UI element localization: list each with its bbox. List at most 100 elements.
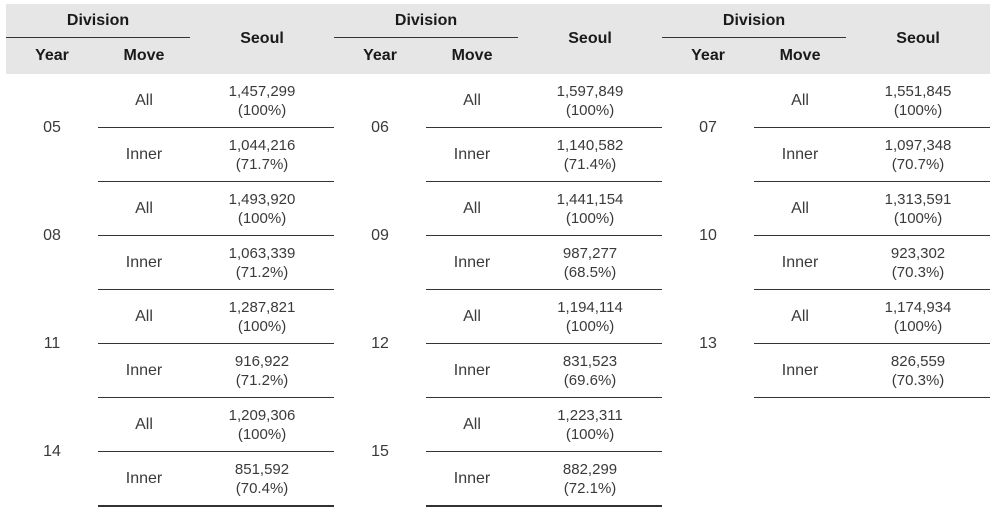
seoul-all-value: 1,597,849 [556,82,624,100]
seoul-inner-value: 1,044,216 [228,136,296,154]
seoul-all-cell: 1,457,299 (100%) [190,74,335,128]
seoul-inner-value: 987,277 [562,244,618,262]
seoul-all-cell: 1,551,845 (100%) [846,74,991,128]
migration-table-container: Division Seoul Division Seoul Division S… [6,4,991,507]
seoul-inner-percent: (72.1%) [563,479,617,497]
seoul-all-value: 1,174,934 [884,298,952,316]
seoul-header-3: Seoul [846,4,991,74]
seoul-all-value: 1,287,821 [228,298,296,316]
seoul-all-cell: 1,313,591 (100%) [846,181,991,236]
migration-table: Division Seoul Division Seoul Division S… [6,4,991,507]
year-cell: 14 [43,442,61,460]
seoul-inner-percent: (70.4%) [235,479,289,497]
table-row: Inner 1,044,216 (71.7%) Inner 1,140,582 (71.4… [6,127,991,182]
move-cell-all: All [754,181,847,236]
table-row: Inner 916,922 (71.2%) Inner 831,523 (69.6%) In… [6,343,991,398]
year-cell: 05 [43,118,61,136]
seoul-inner-cell: 1,044,216 (71.7%) [190,127,335,182]
seoul-all-percent: (100%) [893,317,943,335]
move-cell-inner: Inner [426,451,519,507]
seoul-header-1: Seoul [190,4,335,74]
move-cell-all: All [426,397,519,452]
division-header-1: Division [6,4,191,38]
seoul-inner-percent: (70.3%) [891,263,945,281]
seoul-all-value: 1,194,114 [557,298,623,316]
seoul-all-cell: 1,209,306 (100%) [190,397,335,452]
seoul-all-cell: 1,287,821 (100%) [190,289,335,344]
seoul-all-percent: (100%) [237,317,287,335]
division-header-2: Division [334,4,519,38]
seoul-all-cell: 1,597,849 (100%) [518,74,663,128]
seoul-inner-cell: 916,922 (71.2%) [190,343,335,398]
seoul-all-value: 1,209,306 [228,406,296,424]
table-row: 14 All 1,209,306 (100%) 15 All 1,223,311 (100%) [6,397,990,460]
move-cell-inner: Inner [426,343,519,398]
move-cell-inner: Inner [426,235,519,290]
seoul-all-percent: (100%) [565,101,615,119]
year-cell: 10 [699,226,717,244]
seoul-all-cell: 1,441,154 (100%) [518,181,663,236]
seoul-all-value: 1,551,845 [884,82,952,100]
year-cell: 13 [699,334,717,352]
move-cell-inner: Inner [98,343,191,398]
seoul-all-percent: (100%) [237,425,287,443]
table-row: 11 All 1,287,821 (100%) 12 All 1,194,114 (100%)… [6,289,991,352]
table-row: Inner 1,063,339 (71.2%) Inner 987,277 (68.5%)… [6,235,991,290]
empty-cell [662,398,990,507]
seoul-all-cell: 1,223,311 (100%) [518,397,663,452]
move-cell-all: All [426,74,519,128]
seoul-inner-percent: (68.5%) [563,263,617,281]
seoul-all-value: 1,223,311 [557,406,623,424]
table-row: 08 All 1,493,920 (100%) 09 All 1,441,154 (100%)… [6,181,991,244]
move-cell-all: All [98,181,191,236]
seoul-inner-percent: (71.4%) [563,155,617,173]
seoul-inner-value: 923,302 [890,244,946,262]
seoul-inner-percent: (71.7%) [235,155,289,173]
seoul-inner-percent: (70.7%) [891,155,945,173]
year-header-2: Year [334,38,427,74]
seoul-inner-value: 831,523 [562,352,618,370]
move-header-3: Move [754,38,847,74]
table-row: Inner 851,592 (70.4%) Inner 882,299 (72.1%) [6,451,990,507]
seoul-all-percent: (100%) [237,101,287,119]
seoul-inner-cell: 987,277 (68.5%) [518,235,663,290]
seoul-header-2: Seoul [518,4,663,74]
year-cell: 06 [371,118,389,136]
seoul-inner-value: 826,559 [890,352,946,370]
seoul-all-percent: (100%) [893,101,943,119]
year-cell: 09 [371,226,389,244]
move-cell-all: All [98,289,191,344]
seoul-inner-cell: 1,097,348 (70.7%) [846,127,991,182]
seoul-all-cell: 1,174,934 (100%) [846,289,991,344]
move-cell-inner: Inner [754,127,847,182]
seoul-inner-percent: (71.2%) [235,263,289,281]
seoul-all-value: 1,457,299 [228,82,296,100]
seoul-inner-value: 916,922 [234,352,290,370]
year-cell: 11 [43,334,61,352]
year-cell: 07 [699,118,717,136]
move-cell-all: All [426,181,519,236]
seoul-all-percent: (100%) [893,209,943,227]
seoul-inner-value: 882,299 [562,460,618,478]
seoul-inner-value: 1,097,348 [884,136,952,154]
seoul-all-value: 1,493,920 [228,190,296,208]
seoul-all-cell: 1,493,920 (100%) [190,181,335,236]
move-cell-inner: Inner [98,235,191,290]
move-header-1: Move [98,38,191,74]
year-header-1: Year [6,38,98,74]
move-cell-all: All [98,397,191,452]
year-header-3: Year [662,38,755,74]
seoul-inner-value: 1,140,582 [556,136,624,154]
year-cell: 08 [43,226,61,244]
seoul-inner-percent: (71.2%) [235,371,289,389]
seoul-inner-cell: 923,302 (70.3%) [846,235,991,290]
seoul-inner-cell: 826,559 (70.3%) [846,343,991,398]
seoul-inner-percent: (69.6%) [563,371,617,389]
move-cell-inner: Inner [98,451,191,507]
move-cell-inner: Inner [754,235,847,290]
table-row: 05 All 1,457,299 (100%) 06 All 1,597,849 (100%)… [6,74,991,136]
seoul-inner-cell: 851,592 (70.4%) [190,451,335,507]
seoul-inner-cell: 882,299 (72.1%) [518,451,663,507]
move-cell-inner: Inner [754,343,847,398]
seoul-inner-cell: 831,523 (69.6%) [518,343,663,398]
